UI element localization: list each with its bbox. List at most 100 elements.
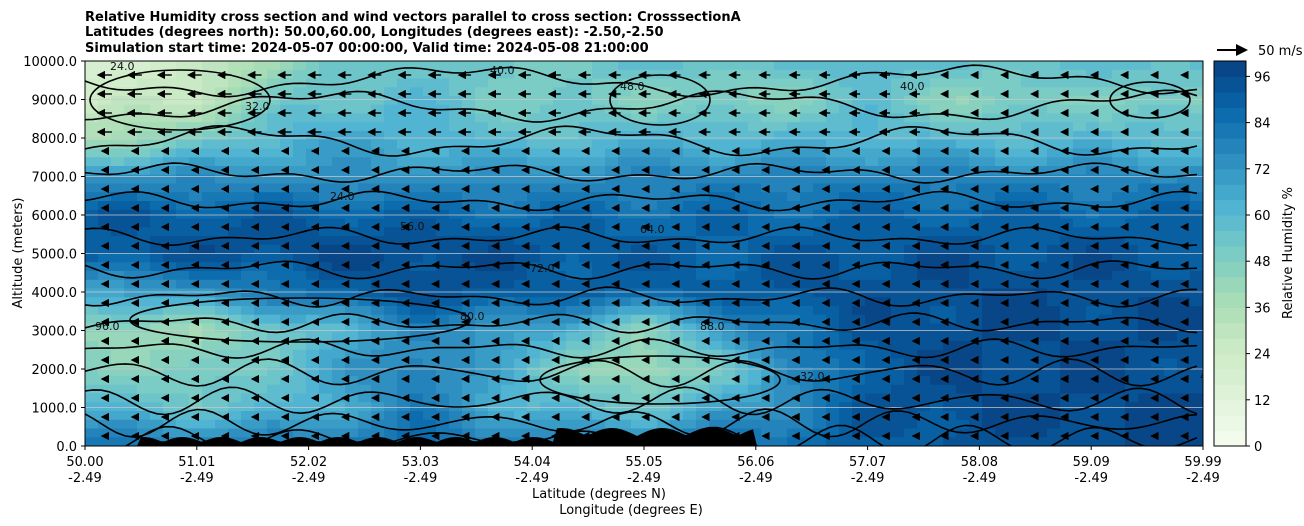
rh-cell [189, 349, 203, 360]
rh-cell [397, 419, 411, 430]
rh-cell [514, 367, 528, 377]
rh-cell [332, 402, 346, 412]
rh-cell [709, 139, 723, 150]
rh-cell [696, 201, 710, 211]
rh-cell [436, 209, 450, 220]
rh-cell [891, 174, 905, 185]
rh-cell [332, 384, 346, 395]
rh-cell [683, 332, 697, 342]
rh-cell [1047, 367, 1061, 377]
rh-cell [488, 323, 502, 333]
rh-cell [423, 148, 437, 158]
rh-cell [982, 201, 996, 211]
rh-cell [735, 419, 749, 430]
rh-cell [644, 122, 658, 132]
rh-cell [930, 131, 944, 141]
rh-cell [527, 332, 541, 342]
rh-cell [189, 341, 203, 351]
rh-cell [345, 218, 359, 228]
rh-cell [683, 271, 697, 281]
rh-cell [189, 174, 203, 185]
rh-cell [228, 279, 242, 290]
rh-cell [176, 411, 190, 421]
rh-cell [85, 253, 99, 263]
rh-cell [878, 139, 892, 150]
rh-cell [826, 122, 840, 132]
rh-cell [1021, 402, 1035, 412]
rh-cell [644, 78, 658, 88]
rh-cell [852, 271, 866, 281]
rh-cell [800, 244, 814, 255]
rh-cell [254, 61, 268, 71]
rh-cell [826, 104, 840, 115]
colorbar-band [1214, 138, 1246, 154]
rh-cell [891, 411, 905, 421]
rh-cell [202, 183, 216, 193]
rh-cell [241, 166, 255, 176]
rh-cell [501, 306, 515, 316]
rh-cell [722, 209, 736, 220]
rh-cell [436, 227, 450, 237]
rh-cell [761, 323, 775, 333]
rh-cell [566, 87, 580, 97]
rh-cell [969, 306, 983, 316]
rh-cell [85, 367, 99, 377]
rh-cell [137, 183, 151, 193]
rh-cell [917, 131, 931, 141]
rh-cell [371, 96, 385, 106]
rh-cell [787, 227, 801, 237]
rh-cell [930, 376, 944, 386]
contour-label: 24.0 [330, 190, 355, 203]
rh-cell [904, 148, 918, 158]
rh-cell [85, 148, 99, 158]
rh-cell [137, 131, 151, 141]
rh-cell [514, 279, 528, 290]
rh-cell [1164, 236, 1178, 246]
rh-cell [462, 306, 476, 316]
rh-cell [384, 78, 398, 88]
rh-cell [371, 341, 385, 351]
rh-cell [982, 419, 996, 430]
rh-cell [137, 166, 151, 176]
rh-cell [1112, 113, 1126, 123]
rh-cell [956, 201, 970, 211]
rh-cell [1008, 376, 1022, 386]
rh-cell [722, 393, 736, 403]
rh-cell [527, 297, 541, 307]
rh-cell [475, 419, 489, 430]
rh-cell [1060, 174, 1074, 185]
rh-cell [618, 262, 632, 272]
rh-cell [267, 314, 281, 325]
rh-cell [410, 419, 424, 430]
rh-cell [969, 192, 983, 202]
rh-cell [657, 148, 671, 158]
rh-cell [956, 174, 970, 185]
rh-cell [163, 411, 177, 421]
rh-cell [449, 218, 463, 228]
rh-cell [709, 148, 723, 158]
rh-cell [176, 209, 190, 220]
rh-cell [904, 384, 918, 395]
rh-cell [943, 428, 957, 438]
rh-cell [410, 306, 424, 316]
rh-cell [956, 411, 970, 421]
rh-cell [800, 157, 814, 167]
rh-cell [501, 428, 515, 438]
chart-title-line-2: Latitudes (degrees north): 50.00,60.00, … [85, 25, 664, 40]
rh-cell [878, 437, 892, 446]
rh-cell [332, 419, 346, 430]
rh-cell [1138, 358, 1152, 368]
rh-cell [904, 253, 918, 263]
rh-cell [826, 87, 840, 97]
rh-cell [1164, 157, 1178, 167]
rh-cell [904, 61, 918, 71]
rh-cell [306, 192, 320, 202]
rh-cell [1138, 61, 1152, 71]
rh-cell [1060, 437, 1074, 446]
rh-cell [1125, 314, 1139, 325]
rh-cell [371, 209, 385, 220]
rh-cell [657, 192, 671, 202]
rh-cell [1138, 148, 1152, 158]
rh-cell [553, 358, 567, 368]
rh-cell [1099, 244, 1113, 255]
